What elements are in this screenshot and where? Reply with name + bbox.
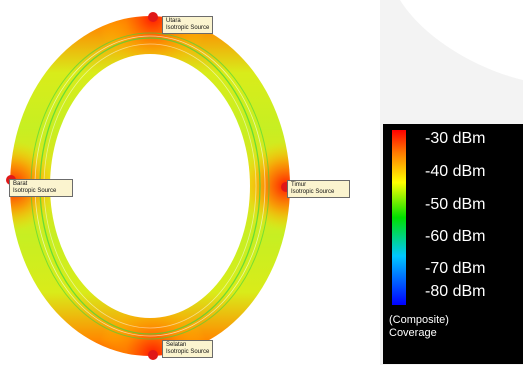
source-type: Isotropic Source bbox=[291, 189, 335, 195]
legend-caption-line: Coverage bbox=[389, 327, 437, 339]
source-label-timur[interactable]: Timur Isotropic Source bbox=[287, 180, 350, 198]
legend-tick: -30 dBm bbox=[425, 130, 486, 147]
legend-tick: -40 dBm bbox=[425, 163, 486, 180]
legend-caption: (Composite) Coverage bbox=[389, 314, 449, 340]
source-marker-utara[interactable] bbox=[148, 12, 158, 22]
source-label-selatan[interactable]: Selatan Isotropic Source bbox=[162, 340, 214, 358]
source-label-utara[interactable]: Utara Isotropic Source bbox=[162, 16, 214, 34]
source-name: Barat bbox=[13, 181, 28, 187]
legend-tick: -50 dBm bbox=[425, 196, 486, 213]
source-name: Selatan bbox=[166, 342, 187, 348]
source-marker-selatan[interactable] bbox=[148, 350, 158, 360]
coverage-legend: -30 dBm -40 dBm -50 dBm -60 dBm -70 dBm … bbox=[383, 124, 523, 364]
source-type: Isotropic Source bbox=[13, 188, 57, 194]
source-marker-timur[interactable] bbox=[281, 182, 291, 192]
background-curve bbox=[380, 0, 523, 80]
legend-tick: -60 dBm bbox=[425, 228, 486, 245]
legend-tick: -70 dBm bbox=[425, 260, 486, 277]
source-type: Isotropic Source bbox=[166, 349, 210, 355]
legend-tick: -80 dBm bbox=[425, 283, 486, 300]
legend-color-bar bbox=[392, 130, 406, 305]
source-name: Timur bbox=[291, 182, 307, 188]
source-name: Utara bbox=[166, 18, 181, 24]
source-type: Isotropic Source bbox=[166, 25, 210, 31]
legend-caption-line: (Composite) bbox=[389, 314, 449, 326]
source-label-barat[interactable]: Barat Isotropic Source bbox=[9, 179, 73, 197]
